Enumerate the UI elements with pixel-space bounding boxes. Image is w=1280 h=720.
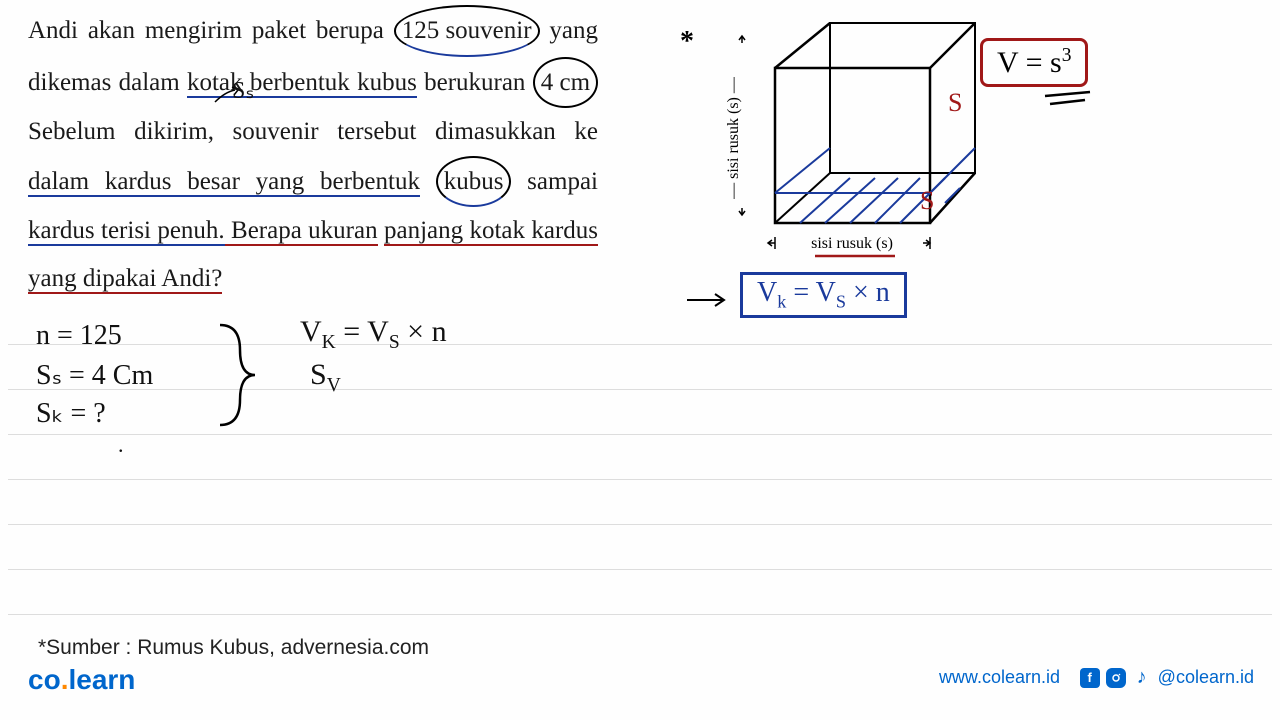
vertical-axis-label: — sisi rusuk (s) — — [725, 76, 742, 200]
handwritten-vk-equation: VK = VS × n — [300, 315, 447, 354]
text-segment: berukuran — [424, 69, 533, 96]
social-handle-text: @colearn.id — [1158, 667, 1254, 688]
tiktok-icon: ♪ — [1132, 668, 1152, 688]
circled-125-souvenir: 125 souvenir — [394, 5, 540, 57]
text-segment: dimasukkan ke — [435, 118, 598, 145]
circled-kubus: kubus — [436, 156, 512, 208]
equation-highlight-box: Vk = VS × n — [740, 272, 907, 318]
website-url: www.colearn.id — [939, 667, 1060, 688]
source-citation: *Sumber : Rumus Kubus, advernesia.com — [38, 636, 429, 660]
asterisk-marker: * — [680, 26, 694, 58]
handwritten-sk: Sₖ = ? — [36, 396, 106, 430]
horizontal-axis-label: sisi rusuk (s) — [811, 235, 893, 252]
s-label-right: S — [948, 88, 962, 118]
brand-learn: learn — [68, 664, 135, 695]
formula-underline-icon — [1040, 90, 1100, 110]
brand-co: co — [28, 664, 61, 695]
underlined-kardus-besar: dalam kardus besar yang berbentuk — [28, 168, 420, 197]
instagram-icon — [1106, 668, 1126, 688]
handwritten-n: n = 125 — [36, 320, 122, 352]
cube-diagram-icon: — sisi rusuk (s) — — [720, 8, 1000, 268]
equation-text: Vk = VS × n — [757, 277, 890, 308]
ruled-paper-lines — [8, 300, 1272, 615]
facebook-icon: f — [1080, 668, 1100, 688]
social-handles: f ♪ @colearn.id — [1080, 667, 1254, 688]
problem-statement: Andi akan mengirim paket berupa 125 souv… — [28, 5, 598, 302]
underlined-berapa-ukuran: Berapa ukuran — [225, 217, 378, 246]
underlined-terisi-penuh: kardus terisi penuh. — [28, 217, 225, 246]
text-segment: Sebelum dikirim, souvenir tersebut — [28, 118, 416, 145]
volume-formula-box: V = s3 — [980, 38, 1088, 87]
arrow-to-equation-icon — [682, 290, 732, 317]
handwritten-dot: . — [118, 432, 124, 458]
brace-icon — [210, 320, 270, 430]
text-segment: sampai — [511, 168, 598, 195]
ss-label: Sₛ — [232, 76, 254, 105]
volume-formula-text: V = s3 — [997, 46, 1071, 79]
handwritten-sv: SV — [310, 358, 341, 397]
ss-annotation: Sₛ — [210, 82, 270, 119]
handwritten-ss: Sₛ = 4 Cm — [36, 358, 153, 392]
circled-4cm: 4 cm — [533, 57, 598, 109]
brand-logo: co.learn — [28, 664, 135, 696]
s-label-bottom: S — [920, 186, 934, 216]
text-segment: Andi akan mengirim paket berupa — [28, 17, 394, 44]
